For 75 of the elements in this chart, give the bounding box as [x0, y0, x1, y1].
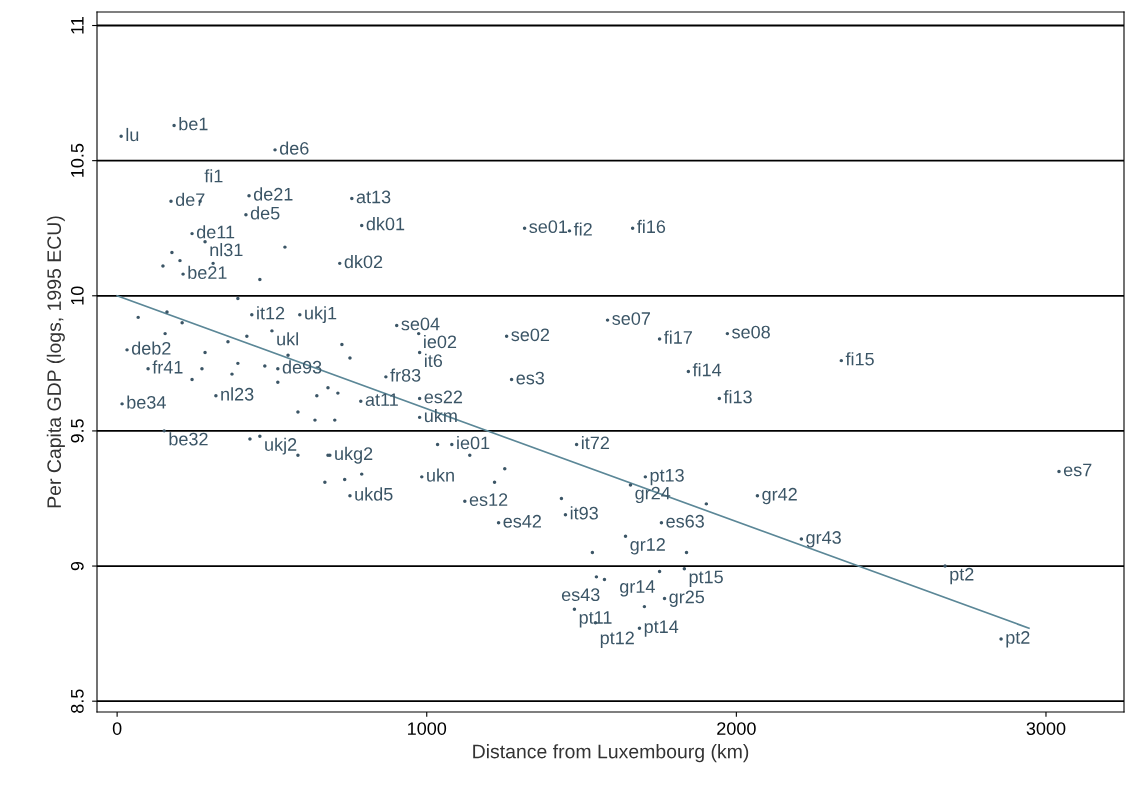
annotation: de21: [253, 187, 293, 201]
annotation: be21: [188, 265, 227, 280]
annotation: fi13: [723, 390, 752, 404]
annotation: ie02: [424, 334, 457, 349]
annotation: ukl: [277, 332, 298, 346]
annotation: fi14: [692, 363, 722, 377]
annotation: pt12: [600, 631, 634, 648]
annotation: be32: [169, 432, 208, 446]
annotation: pt13: [650, 468, 684, 486]
annotation: es3: [516, 371, 545, 385]
y-tick-label: 10.5: [70, 143, 84, 177]
annotation: de6: [279, 141, 309, 155]
annotation: deb2: [131, 341, 171, 355]
annotation: nl23: [221, 387, 254, 401]
annotation: ukn: [427, 468, 454, 482]
annotation: fi15: [845, 352, 874, 366]
annotation: se02: [511, 328, 550, 342]
x-axis-title: Distance from Luxembourg (km): [473, 744, 749, 763]
annotation: ukj2: [265, 437, 297, 455]
annotation: it6: [425, 353, 443, 368]
annotation: de11: [196, 225, 235, 239]
y-tick-label: 9: [70, 561, 84, 571]
annotation: ie01: [457, 436, 490, 450]
annotation: pt2: [1006, 631, 1030, 648]
annotation: gr43: [806, 531, 841, 548]
annotation: be34: [127, 395, 166, 409]
annotation: fi1: [204, 169, 223, 183]
y-tick-label: 11: [71, 17, 84, 34]
annotation: fr41: [152, 360, 183, 374]
annotation: fi17: [664, 330, 692, 344]
annotation: lu: [126, 127, 139, 142]
annotation: de7: [175, 192, 205, 207]
x-tick-label: 1000: [408, 722, 447, 735]
annotation: fi2: [573, 222, 592, 236]
annotation: fr83: [390, 368, 421, 382]
annotation: pt15: [689, 570, 723, 587]
annotation: be1: [179, 117, 208, 131]
y-tick-label: 10: [70, 286, 84, 305]
y-axis-title: Per Capita GDP (logs, 1995 ECU): [46, 216, 65, 508]
annotation: gr12: [630, 538, 665, 555]
annotation: ukj1: [305, 306, 337, 324]
annotation: it12: [257, 306, 285, 320]
annotation: es12: [469, 493, 508, 507]
annotation: de5: [250, 206, 280, 220]
annotation: at11: [365, 393, 398, 407]
annotation: gr14: [620, 580, 655, 597]
annotation: se04: [401, 317, 440, 331]
annotation: pt14: [644, 620, 679, 637]
annotation: se08: [732, 325, 770, 339]
x-tick-label: 3000: [1026, 722, 1066, 735]
annotation: gr24: [635, 486, 671, 504]
annotation: ukg2: [335, 446, 373, 464]
annotation: es42: [503, 514, 541, 528]
annotation: ukd5: [355, 487, 393, 501]
annotation: dk02: [344, 254, 383, 269]
annotation: pt11: [579, 611, 612, 628]
annotation: dk01: [366, 217, 405, 231]
annotation: it72: [581, 436, 609, 450]
y-tick-label: 9.5: [70, 419, 84, 443]
annotation: se01: [529, 220, 568, 234]
annotation: at13: [356, 190, 391, 204]
annotation: fi16: [637, 219, 666, 234]
annotation: se07: [612, 312, 650, 325]
annotation: pt2: [950, 567, 974, 585]
annotation: gr25: [669, 590, 705, 607]
x-tick-label: 0: [112, 722, 122, 735]
annotation: es63: [666, 514, 704, 528]
x-tick-label: 2000: [717, 722, 756, 735]
annotation: es43: [561, 588, 600, 602]
annotation: it93: [570, 506, 598, 520]
annotation: nl31: [210, 243, 243, 257]
y-tick-label: 8.5: [70, 689, 84, 713]
annotation: gr42: [762, 487, 797, 505]
annotation: es22: [424, 390, 463, 404]
annotation: es7: [1063, 463, 1092, 477]
